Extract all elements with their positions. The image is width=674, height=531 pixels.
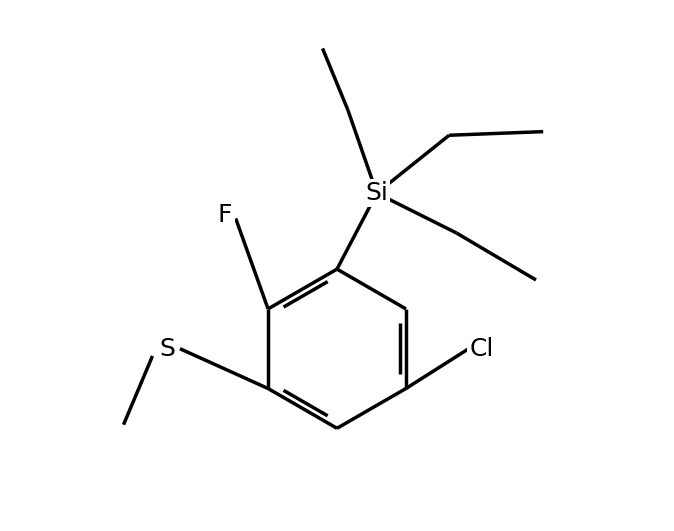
Text: Si: Si (365, 181, 388, 205)
Text: S: S (159, 337, 175, 361)
Text: Cl: Cl (470, 337, 494, 361)
Text: F: F (218, 203, 232, 227)
